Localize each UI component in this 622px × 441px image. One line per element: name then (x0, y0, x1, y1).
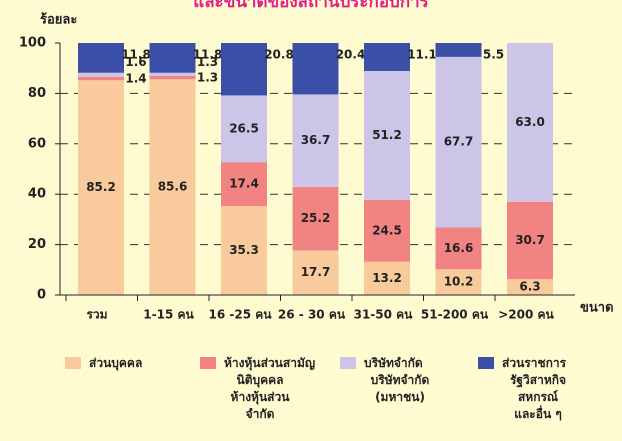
bar-segment (78, 72, 124, 77)
bar-segment (507, 201, 553, 280)
data-label: 11.8 (121, 48, 151, 62)
data-label: 16.6 (444, 241, 474, 255)
bar-segment (292, 43, 339, 95)
x-tick-label: 26 - 30 คน (278, 308, 346, 322)
data-label: 17.4 (229, 177, 259, 191)
bar-segment (292, 186, 339, 251)
bar-segment (149, 72, 196, 77)
data-label: 26.5 (229, 121, 259, 135)
bar-segment (364, 199, 410, 262)
data-label: 36.7 (301, 133, 331, 147)
bar-segment (221, 95, 267, 163)
legend-swatch (65, 357, 81, 369)
x-tick-label: 16 -25 คน (209, 308, 273, 322)
bar-segment (149, 79, 196, 296)
bar-segment (78, 76, 124, 81)
bar-segment (292, 250, 339, 295)
legend-swatch (340, 357, 356, 369)
legend-swatch (478, 357, 494, 369)
x-tick-label: 1-15 คน (143, 308, 194, 322)
data-label: 1.3 (197, 55, 218, 69)
chart-title: และขนาดของสถานประกอบการ (193, 0, 429, 12)
bar-segment (507, 43, 553, 202)
x-tick-label: >200 คน (498, 308, 554, 322)
bar-segment (78, 80, 124, 296)
bar-segment (221, 206, 267, 295)
data-label: 25.2 (301, 211, 331, 225)
x-tick-label: 31-50 คน (354, 308, 414, 322)
data-label: 51.2 (372, 128, 402, 142)
x-tick-label: 51-200 คน (421, 308, 489, 322)
y-tick-label: 60 (28, 136, 46, 151)
y-tick-label: 0 (37, 288, 46, 303)
bar-segment (364, 261, 410, 295)
data-label: 30.7 (515, 233, 545, 247)
data-label: 20.4 (336, 48, 366, 62)
bar-segment (435, 269, 482, 295)
data-label: 13.2 (372, 271, 402, 285)
bar-segment (507, 279, 553, 295)
bar-segment (221, 43, 267, 96)
bar-segment (364, 70, 410, 200)
legend-label: บริษัทจำกัดบริษัทจำกัด(มหาชน) (364, 356, 430, 404)
x-axis-label: ขนาด (580, 301, 614, 316)
y-tick-label: 40 (28, 187, 46, 202)
y-tick-label: 20 (28, 237, 46, 252)
data-label: 85.6 (158, 180, 188, 194)
data-label: 24.5 (372, 223, 402, 237)
data-label: 63.0 (515, 115, 545, 129)
legend-swatch (200, 357, 216, 369)
bar-segment (221, 162, 267, 207)
bar-segment (435, 227, 482, 270)
data-label: 17.7 (301, 265, 331, 279)
x-tick-label: รวม (86, 308, 107, 322)
bar-segment (292, 94, 339, 187)
bar-segment (435, 43, 482, 57)
data-label: 20.8 (264, 48, 294, 62)
data-label: 1.6 (125, 55, 146, 69)
data-label: 6.3 (519, 280, 540, 294)
data-label: 10.2 (444, 275, 474, 289)
legend-label: ส่วนบุคคล (89, 356, 142, 371)
legend-label: ห้างหุ้นส่วนสามัญนิติบุคคลห้างหุ้นส่วนจำ… (224, 356, 315, 421)
y-axis-label: ร้อยละ (40, 12, 77, 28)
y-tick-label: 80 (28, 86, 46, 101)
data-label: 5.5 (483, 48, 504, 62)
data-label: 67.7 (444, 135, 474, 149)
bar-segment (149, 76, 196, 80)
y-tick-label: 100 (19, 36, 46, 51)
data-label: 11.1 (407, 48, 437, 62)
data-label: 11.8 (193, 48, 223, 62)
data-label: 85.2 (86, 180, 116, 194)
data-label: 1.4 (125, 71, 146, 85)
data-label: 1.3 (197, 71, 218, 85)
bar-segment (149, 43, 196, 73)
legend-label: ส่วนราชการรัฐวิสาหกิจสหกรณ์และอื่น ๆ (502, 356, 567, 421)
bar-segment (78, 43, 124, 73)
data-label: 35.3 (229, 243, 259, 257)
bar-segment (435, 56, 482, 228)
bar-segment (364, 43, 410, 71)
